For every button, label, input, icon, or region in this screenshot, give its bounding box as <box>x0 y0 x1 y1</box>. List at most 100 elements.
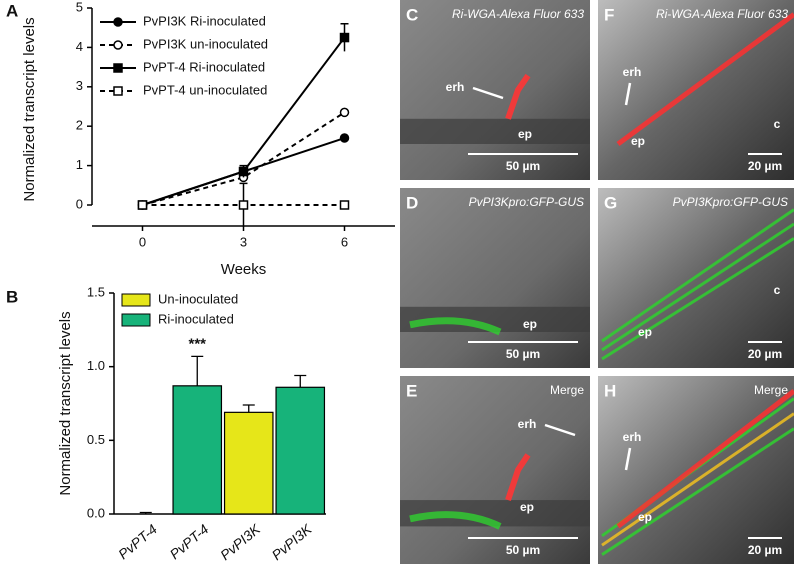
region-label: erh <box>518 417 537 431</box>
legend-label: PvPT-4 un-inoculated <box>143 82 267 97</box>
panel-title: Ri-WGA-Alexa Fluor 633 <box>452 7 584 21</box>
panel-letter: G <box>604 193 617 212</box>
micrograph <box>598 0 794 180</box>
y-tick-label: 3 <box>76 78 83 93</box>
region-label: c <box>774 117 781 131</box>
y-tick-label: 0.5 <box>87 432 105 447</box>
scale-label: 50 µm <box>506 543 540 557</box>
hypha-signal <box>616 389 794 529</box>
panel-letter: F <box>604 5 614 24</box>
legend-label: PvPT-4 Ri-inoculated <box>143 59 265 74</box>
region-label: ep <box>520 500 534 514</box>
epidermis-band <box>400 118 590 144</box>
region-label: ep <box>523 317 537 331</box>
arrow <box>624 82 632 106</box>
region-label: ep <box>638 510 652 524</box>
x-axis-label: Weeks <box>221 261 267 278</box>
hypha-signal <box>505 73 531 120</box>
bar <box>172 385 223 515</box>
legend-swatch <box>121 293 151 307</box>
legend-label: PvPI3K Ri-inoculated <box>143 13 266 28</box>
gfp-signal <box>601 427 794 556</box>
x-tick-label: 6 <box>341 234 348 249</box>
arrow <box>472 86 504 100</box>
region-label: ep <box>631 134 645 148</box>
panel-title: PvPI3Kpro:GFP-GUS <box>673 195 788 209</box>
y-tick-label: 1 <box>76 157 83 172</box>
series-line <box>142 111 346 206</box>
scale-label: 20 µm <box>748 347 782 361</box>
error-bar <box>242 404 255 413</box>
error-bar <box>139 511 152 514</box>
gfp-signal <box>601 222 794 352</box>
point <box>137 200 148 210</box>
panel-title: Merge <box>550 383 584 397</box>
error-bar <box>191 355 204 386</box>
annotation: *** <box>188 335 206 352</box>
bar <box>223 411 274 515</box>
scale-label: 20 µm <box>748 159 782 173</box>
error-bar <box>294 374 307 388</box>
legend-label: Ri-inoculated <box>158 311 234 326</box>
hypha-signal <box>616 12 794 147</box>
gfp-signal <box>409 317 502 336</box>
x-tick-label: PvPT-4 <box>167 521 212 563</box>
y-tick-label: 2 <box>76 118 83 133</box>
x-tick-label: PvPT-4 <box>115 521 160 563</box>
region-label: c <box>774 283 781 297</box>
y-axis-label: Normalized transcript levels <box>57 311 74 495</box>
region-label: erh <box>446 80 465 94</box>
scale-label: 50 µm <box>506 347 540 361</box>
y-tick-label: 0 <box>76 196 83 211</box>
legend-label: PvPI3K un-inoculated <box>143 36 268 51</box>
panel-title: Ri-WGA-Alexa Fluor 633 <box>656 7 788 21</box>
y-tick-label: 4 <box>76 39 83 54</box>
gfp-signal <box>601 237 794 361</box>
panel-title: Merge <box>754 383 788 397</box>
x-tick-label: PvPI3K <box>217 520 264 563</box>
legend-marker <box>113 63 123 73</box>
panel-letter: D <box>406 193 418 212</box>
point <box>339 32 350 43</box>
legend-swatch <box>121 313 151 327</box>
point <box>238 200 249 210</box>
point <box>339 107 350 118</box>
x-tick-label: PvPI3K <box>268 520 315 563</box>
scale-label: 20 µm <box>748 543 782 557</box>
bar <box>275 386 326 515</box>
gfp-signal <box>601 208 794 343</box>
region-label: erh <box>623 430 642 444</box>
point <box>339 133 350 143</box>
x-tick-label: 0 <box>139 234 146 249</box>
y-tick-label: 5 <box>76 0 83 14</box>
region-label: ep <box>518 127 532 141</box>
legend-marker <box>113 40 123 50</box>
legend-marker <box>113 86 123 96</box>
gfp-signal <box>601 412 794 547</box>
y-axis-label: Normalized transcript levels <box>21 17 38 201</box>
point <box>339 200 350 210</box>
x-tick-label: 3 <box>240 234 247 249</box>
panel-letter: C <box>406 5 418 24</box>
panel-letter: H <box>604 381 616 400</box>
panel-label: B <box>6 287 18 306</box>
y-tick-label: 1.0 <box>87 358 105 373</box>
y-tick-label: 1.5 <box>87 284 105 299</box>
panel-title: PvPI3Kpro:GFP-GUS <box>469 195 584 209</box>
scale-label: 50 µm <box>506 159 540 173</box>
region-label: ep <box>638 325 652 339</box>
hypha-signal <box>505 453 531 502</box>
arrow <box>624 447 632 471</box>
panel-letter: E <box>406 381 417 400</box>
micrograph <box>400 376 590 564</box>
legend-marker <box>113 17 123 27</box>
micrograph <box>400 0 590 180</box>
micrograph <box>400 188 590 368</box>
gfp-signal <box>409 511 502 530</box>
arrow <box>544 423 576 437</box>
panel-label: A <box>6 1 18 20</box>
point <box>238 166 249 177</box>
legend-label: Un-inoculated <box>158 291 238 306</box>
y-tick-label: 0.0 <box>87 505 105 520</box>
